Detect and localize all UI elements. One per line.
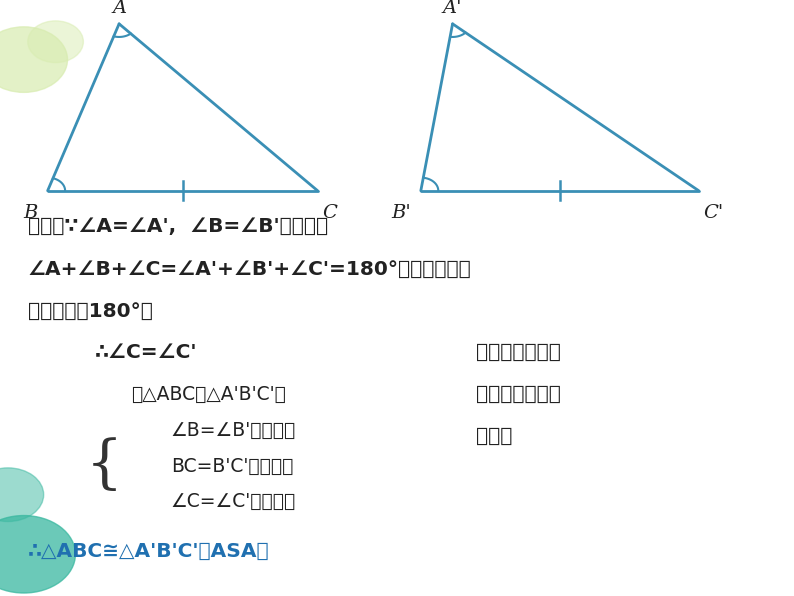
Text: 内角和等于180°）: 内角和等于180°） — [28, 302, 152, 321]
Text: 证明：∵∠A=∠A',  ∠B=∠B'（已知）: 证明：∵∠A=∠A', ∠B=∠B'（已知） — [28, 217, 328, 236]
Text: A': A' — [443, 0, 462, 17]
Text: ∴∠C=∠C': ∴∠C=∠C' — [95, 343, 198, 362]
Text: ∠A+∠B+∠C=∠A'+∠B'+∠C'=180°（三角形三个: ∠A+∠B+∠C=∠A'+∠B'+∠C'=180°（三角形三个 — [28, 260, 472, 279]
Text: C: C — [322, 204, 337, 222]
Text: BC=B'C'（已知）: BC=B'C'（已知） — [171, 457, 293, 476]
Circle shape — [0, 27, 67, 92]
Text: ∴△ABC≅△A'B'C'（ASA）: ∴△ABC≅△A'B'C'（ASA） — [28, 542, 269, 561]
Text: 在△ABC和△A'B'C'中: 在△ABC和△A'B'C'中 — [131, 385, 286, 404]
Text: 的猜想，是否正: 的猜想，是否正 — [476, 385, 561, 404]
Text: 确呢？: 确呢？ — [476, 427, 513, 446]
Text: B': B' — [391, 204, 411, 222]
Text: ∠B=∠B'（已知）: ∠B=∠B'（已知） — [171, 421, 296, 440]
Circle shape — [0, 516, 75, 593]
Text: A: A — [112, 0, 126, 17]
Circle shape — [28, 21, 83, 63]
Text: 那么，我们刚才: 那么，我们刚才 — [476, 343, 561, 362]
Text: {: { — [86, 438, 123, 494]
Circle shape — [0, 468, 44, 522]
Text: B: B — [24, 204, 38, 222]
Text: ∠C=∠C'（已证）: ∠C=∠C'（已证） — [171, 492, 296, 511]
Text: C': C' — [703, 204, 724, 222]
